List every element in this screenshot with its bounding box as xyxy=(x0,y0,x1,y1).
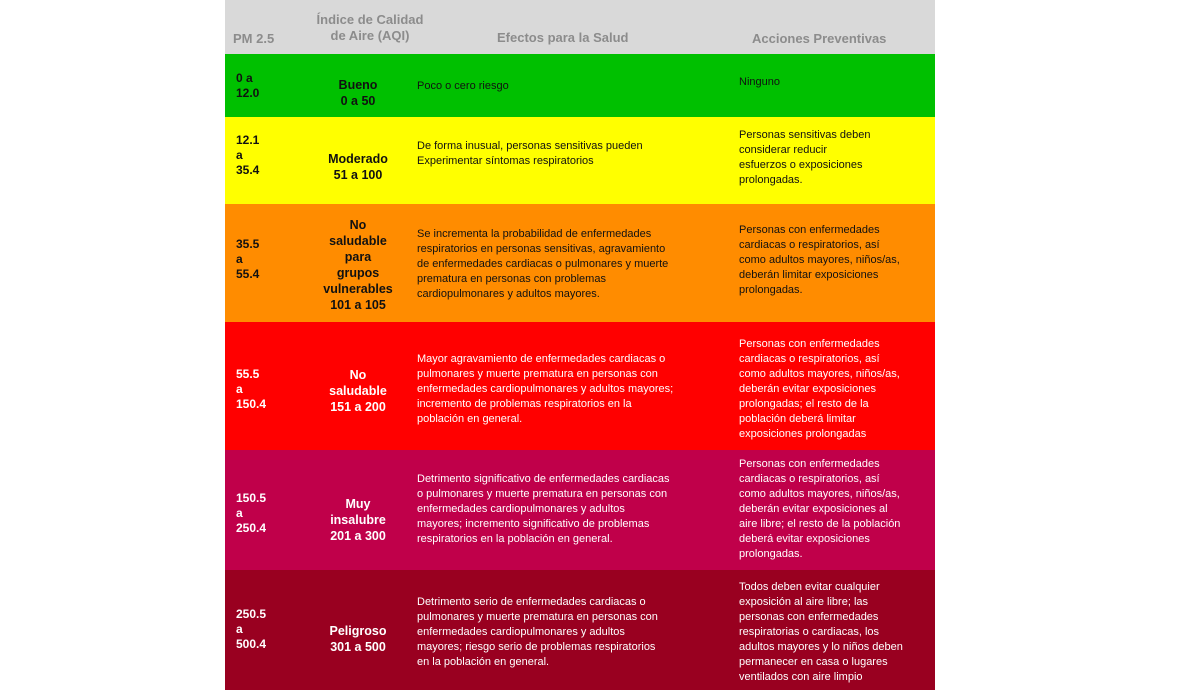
pm-range: 150.5 a 250.4 xyxy=(236,491,267,535)
preventive-actions: Todos deben evitar cualquier exposición … xyxy=(739,581,903,683)
aqi-category: Muy insalubre 201 a 300 xyxy=(330,497,386,543)
preventive-actions: Personas con enfermedades cardiacas o re… xyxy=(739,458,901,560)
aqi-row-hazardous: 250.5 a 500.4 Peligroso 301 a 500 Detrim… xyxy=(225,570,935,690)
pm-range: 12.1 a 35.4 xyxy=(236,133,260,177)
pm-range: 250.5 a 500.4 xyxy=(236,607,267,651)
preventive-actions: Ninguno xyxy=(739,76,780,88)
aqi-category: Peligroso 301 a 500 xyxy=(329,624,387,654)
aqi-row-unhealthy: 55.5 a 150.4 No saludable 151 a 200 Mayo… xyxy=(225,322,935,450)
aqi-row-unhealthy-sensitive: 35.5 a 55.4 No saludable para grupos vul… xyxy=(225,204,935,322)
aqi-table: PM 2.5 Índice de Calidad de Aire (AQI) E… xyxy=(225,0,935,690)
preventive-actions: Personas con enfermedades cardiacas o re… xyxy=(739,338,900,440)
header-actions: Acciones Preventivas xyxy=(752,31,887,46)
pm-range: 35.5 a 55.4 xyxy=(236,237,260,281)
health-effects: Poco o cero riesgo xyxy=(417,80,509,92)
health-effects: Mayor agravamiento de enfermedades cardi… xyxy=(417,353,674,425)
preventive-actions: Personas sensitivas deben considerar red… xyxy=(739,129,871,186)
aqi-category: No saludable para grupos vulnerables 101… xyxy=(323,218,393,312)
health-effects: De forma inusual, personas sensitivas pu… xyxy=(417,140,643,167)
health-effects: Se incrementa la probabilidad de enferme… xyxy=(417,228,669,300)
header-aqi: Índice de Calidad de Aire (AQI) xyxy=(316,12,424,43)
pm-range: 55.5 a 150.4 xyxy=(236,367,267,411)
header-effects: Efectos para la Salud xyxy=(497,30,629,45)
aqi-row-moderate: 12.1 a 35.4 Moderado 51 a 100 De forma i… xyxy=(225,117,935,204)
aqi-category: No saludable 151 a 200 xyxy=(329,368,387,414)
header-pm: PM 2.5 xyxy=(233,31,275,46)
table-header: PM 2.5 Índice de Calidad de Aire (AQI) E… xyxy=(225,0,935,54)
health-effects: Detrimento serio de enfermedades cardiac… xyxy=(417,596,658,668)
preventive-actions: Personas con enfermedades cardiacas o re… xyxy=(739,224,900,296)
pm-range: 0 a 12.0 xyxy=(236,71,260,100)
aqi-row-good: 0 a 12.0 Bueno 0 a 50 Poco o cero riesgo… xyxy=(225,54,935,117)
aqi-category: Bueno 0 a 50 xyxy=(338,78,378,108)
aqi-category: Moderado 51 a 100 xyxy=(328,152,388,182)
health-effects: Detrimento significativo de enfermedades… xyxy=(417,473,670,545)
aqi-row-very-unhealthy: 150.5 a 250.4 Muy insalubre 201 a 300 De… xyxy=(225,450,935,570)
